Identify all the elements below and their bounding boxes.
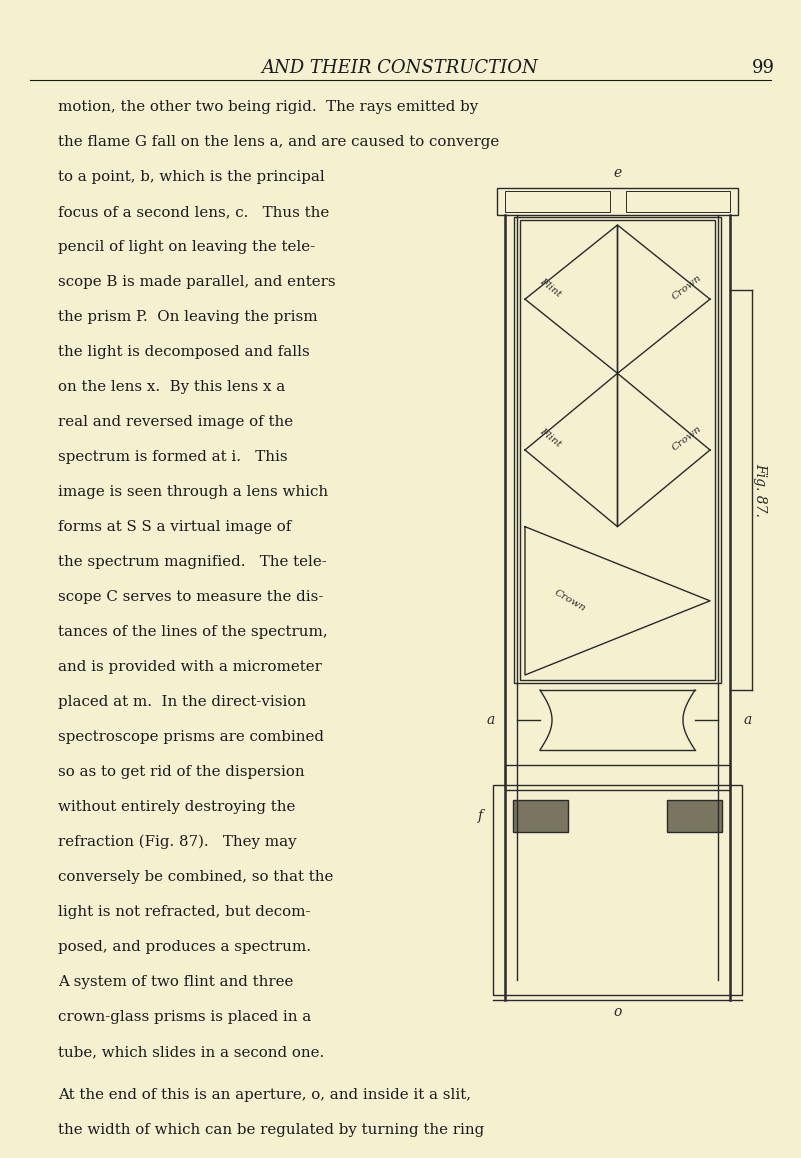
Text: refraction (Fig. 87).   They may: refraction (Fig. 87). They may xyxy=(58,835,296,849)
Text: light is not refracted, but decom-: light is not refracted, but decom- xyxy=(58,906,311,919)
Text: spectroscope prisms are combined: spectroscope prisms are combined xyxy=(58,730,324,743)
Text: the prism P.  On leaving the prism: the prism P. On leaving the prism xyxy=(58,310,318,324)
Text: image is seen through a lens which: image is seen through a lens which xyxy=(58,485,328,499)
Text: tube, which slides in a second one.: tube, which slides in a second one. xyxy=(58,1045,324,1060)
Text: placed at m.  In the direct-vision: placed at m. In the direct-vision xyxy=(58,695,306,709)
Text: to a point, b, which is the principal: to a point, b, which is the principal xyxy=(58,170,324,184)
Text: e: e xyxy=(614,166,622,179)
Text: without entirely destroying the: without entirely destroying the xyxy=(58,800,296,814)
Text: Crown: Crown xyxy=(553,588,587,614)
Text: pencil of light on leaving the tele-: pencil of light on leaving the tele- xyxy=(58,240,315,254)
Text: the flame G fall on the lens a, and are caused to converge: the flame G fall on the lens a, and are … xyxy=(58,135,499,149)
Text: motion, the other two being rigid.  The rays emitted by: motion, the other two being rigid. The r… xyxy=(58,100,478,113)
Text: scope B is made parallel, and enters: scope B is made parallel, and enters xyxy=(58,274,336,290)
Bar xyxy=(520,220,715,680)
Text: forms at S S a virtual image of: forms at S S a virtual image of xyxy=(58,520,292,534)
Text: posed, and produces a spectrum.: posed, and produces a spectrum. xyxy=(58,940,311,954)
Text: Flint: Flint xyxy=(537,427,562,449)
Text: so as to get rid of the dispersion: so as to get rid of the dispersion xyxy=(58,765,304,779)
Text: At the end of this is an aperture, o, and inside it a slit,: At the end of this is an aperture, o, an… xyxy=(58,1089,471,1102)
Text: Fig. 87.: Fig. 87. xyxy=(753,463,767,516)
Text: the spectrum magnified.   The tele-: the spectrum magnified. The tele- xyxy=(58,555,327,569)
Text: conversely be combined, so that the: conversely be combined, so that the xyxy=(58,870,333,884)
Bar xyxy=(505,191,610,212)
Text: real and reversed image of the: real and reversed image of the xyxy=(58,415,293,428)
Text: a: a xyxy=(744,713,752,727)
Bar xyxy=(497,188,738,215)
Text: Crown: Crown xyxy=(670,424,703,453)
Bar xyxy=(493,785,742,995)
Bar xyxy=(513,800,568,831)
Text: crown-glass prisms is placed in a: crown-glass prisms is placed in a xyxy=(58,1010,312,1024)
Text: f: f xyxy=(478,809,483,823)
Bar xyxy=(626,191,730,212)
Text: Crown: Crown xyxy=(670,273,703,301)
Text: 99: 99 xyxy=(752,59,775,76)
Text: Flint: Flint xyxy=(537,276,562,299)
Text: and is provided with a micrometer: and is provided with a micrometer xyxy=(58,660,322,674)
Text: o: o xyxy=(614,1005,622,1019)
Text: A system of two flint and three: A system of two flint and three xyxy=(58,975,293,989)
Text: a: a xyxy=(487,713,495,727)
Text: the width of which can be regulated by turning the ring: the width of which can be regulated by t… xyxy=(58,1123,485,1137)
Text: on the lens x.  By this lens x a: on the lens x. By this lens x a xyxy=(58,380,285,394)
Text: focus of a second lens, c.   Thus the: focus of a second lens, c. Thus the xyxy=(58,205,329,219)
Bar xyxy=(667,800,722,831)
Text: spectrum is formed at i.   This: spectrum is formed at i. This xyxy=(58,450,288,464)
Text: tances of the lines of the spectrum,: tances of the lines of the spectrum, xyxy=(58,625,328,639)
Text: the light is decomposed and falls: the light is decomposed and falls xyxy=(58,345,310,359)
Bar xyxy=(505,765,730,790)
Text: scope C serves to measure the dis-: scope C serves to measure the dis- xyxy=(58,589,324,604)
Text: AND THEIR CONSTRUCTION: AND THEIR CONSTRUCTION xyxy=(262,59,538,76)
Bar xyxy=(514,217,721,683)
